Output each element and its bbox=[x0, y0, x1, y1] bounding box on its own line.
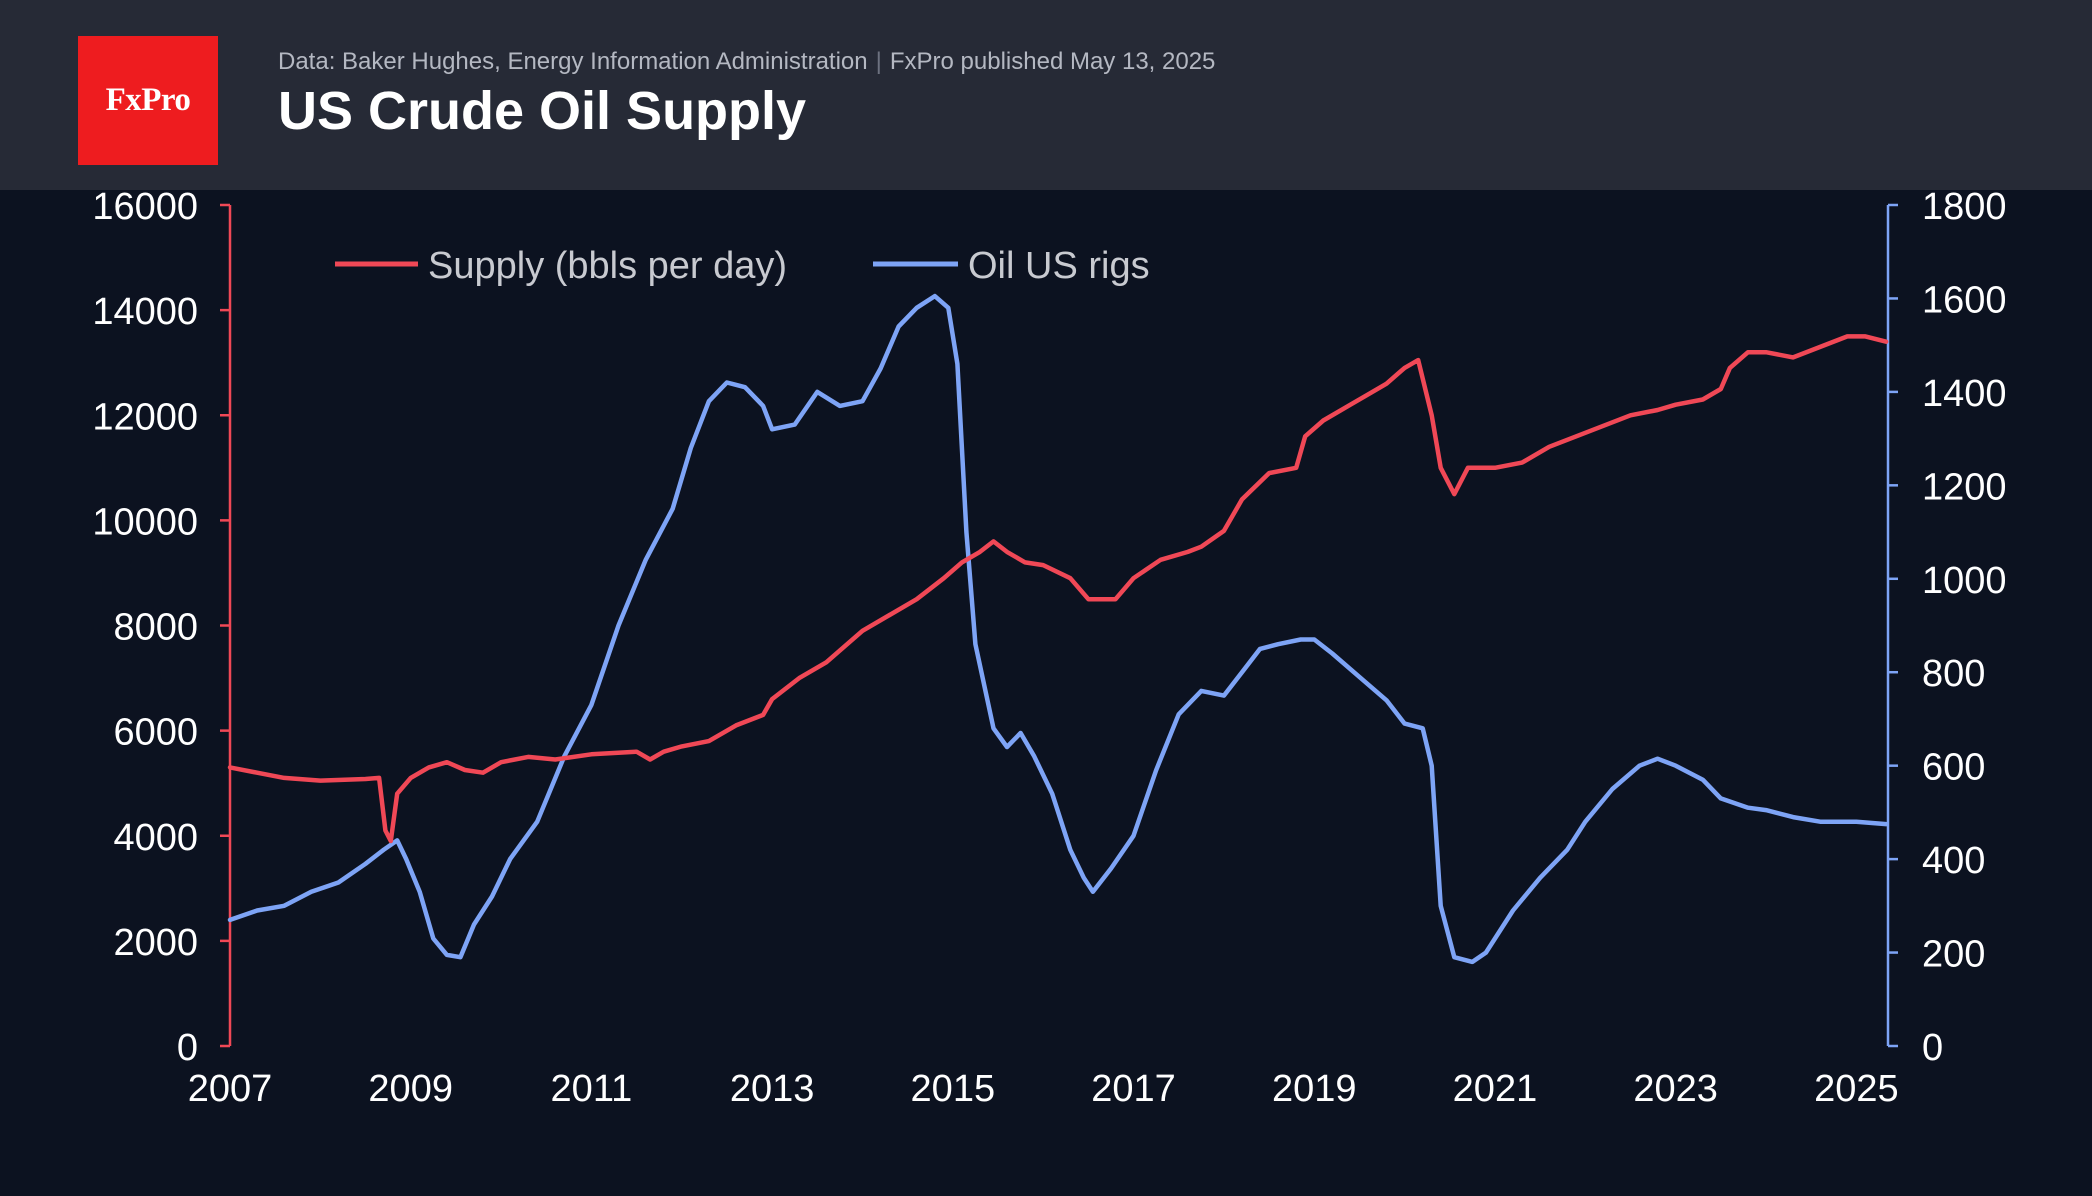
logo-text: FxPro bbox=[105, 82, 191, 118]
data-source: Data: Baker Hughes, Energy Information A… bbox=[278, 48, 868, 75]
legend-rigs-label: Oil US rigs bbox=[968, 245, 1150, 287]
right-axis-tick-label: 1000 bbox=[1922, 560, 2007, 602]
left-axis-tick-label: 0 bbox=[177, 1027, 198, 1069]
x-axis-tick-label: 2019 bbox=[1272, 1068, 1357, 1110]
chart-title: US Crude Oil Supply bbox=[278, 81, 807, 141]
data-source-line: Data: Baker Hughes, Energy Information A… bbox=[278, 48, 1215, 76]
source-separator: | bbox=[875, 48, 882, 75]
published-date: FxPro published May 13, 2025 bbox=[889, 48, 1216, 75]
right-axis-tick-label: 800 bbox=[1922, 653, 1985, 695]
rigs-series-line bbox=[227, 293, 1889, 965]
x-axis-tick-label: 2015 bbox=[911, 1068, 996, 1110]
x-axis-tick-label: 2009 bbox=[368, 1068, 453, 1110]
x-axis-tick-label: 2007 bbox=[188, 1068, 273, 1110]
right-axis-tick-label: 1800 bbox=[1922, 186, 2007, 228]
right-axis-tick-label: 400 bbox=[1922, 840, 1985, 882]
x-axis-tick-label: 2021 bbox=[1453, 1068, 1538, 1110]
left-axis-tick-label: 14000 bbox=[92, 291, 198, 333]
x-axis-tick-label: 2025 bbox=[1814, 1068, 1899, 1110]
left-axis-tick-label: 12000 bbox=[92, 396, 198, 438]
right-axis-tick-label: 0 bbox=[1922, 1027, 1943, 1069]
right-axis-tick-label: 1600 bbox=[1922, 279, 2007, 321]
left-axis-tick-label: 8000 bbox=[113, 607, 198, 649]
right-axis-tick-label: 600 bbox=[1922, 747, 1985, 789]
x-axis-tick-label: 2011 bbox=[551, 1068, 633, 1110]
left-axis-tick-label: 6000 bbox=[113, 712, 198, 754]
fxpro-logo: FxPro bbox=[78, 36, 218, 165]
right-axis-tick-label: 1200 bbox=[1922, 466, 2007, 508]
left-axis-tick-label: 4000 bbox=[113, 817, 198, 859]
x-axis-tick-label: 2023 bbox=[1633, 1068, 1718, 1110]
left-axis-tick-label: 16000 bbox=[92, 186, 198, 228]
right-axis-tick-label: 1400 bbox=[1922, 373, 2007, 415]
x-axis-tick-label: 2013 bbox=[730, 1068, 815, 1110]
supply-series-line bbox=[227, 334, 1889, 844]
left-axis-tick-label: 10000 bbox=[92, 501, 198, 543]
right-axis-tick-label: 200 bbox=[1922, 934, 1985, 976]
left-axis-tick-label: 2000 bbox=[113, 922, 198, 964]
legend-supply-label: Supply (bbls per day) bbox=[428, 245, 787, 287]
header-bar: FxPro Data: Baker Hughes, Energy Informa… bbox=[0, 0, 2092, 190]
x-axis-tick-label: 2017 bbox=[1091, 1068, 1176, 1110]
